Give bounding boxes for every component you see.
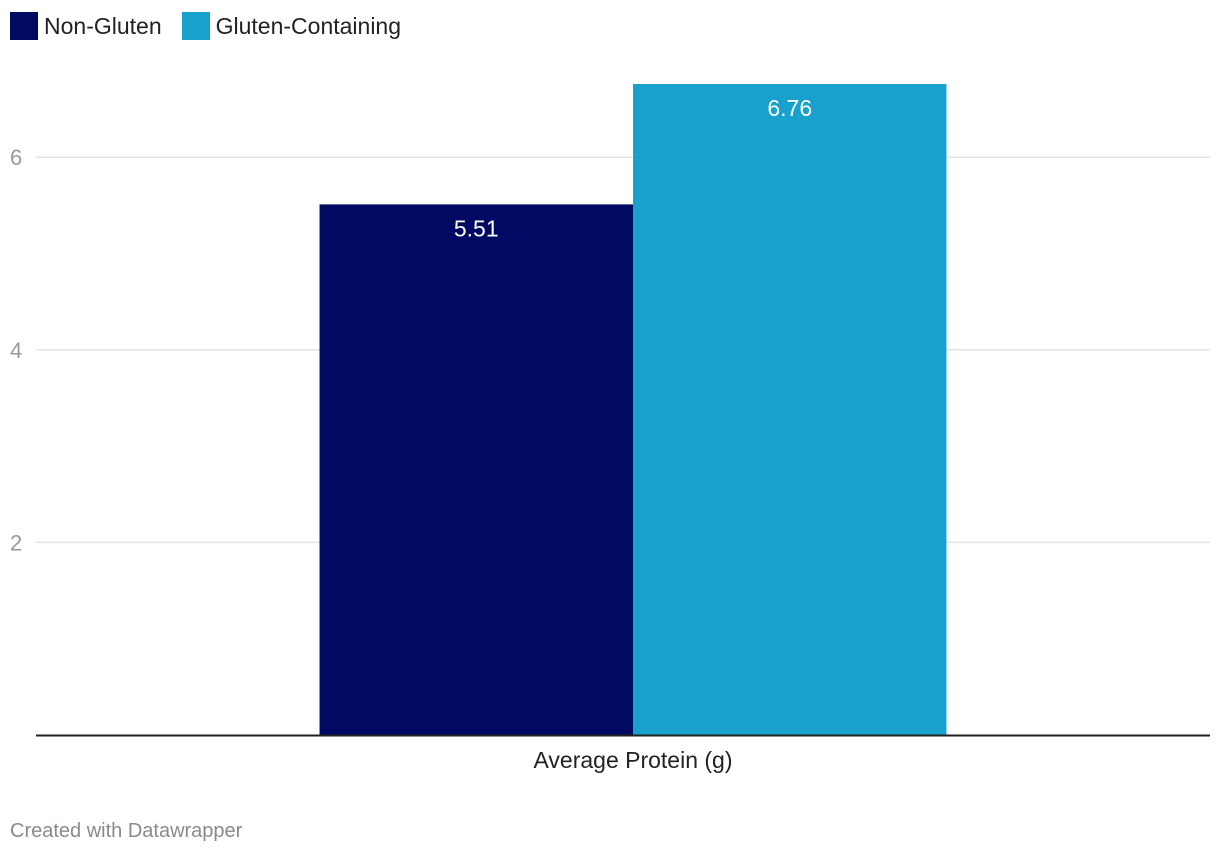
- credit-text: Created with Datawrapper: [10, 820, 243, 842]
- bars: 5.51 6.76: [319, 84, 947, 736]
- x-axis-category-labels: Average Protein (g): [533, 747, 732, 773]
- legend-swatch-gluten-containing: [181, 12, 210, 40]
- legend-swatch-non-gluten: [10, 12, 38, 40]
- legend-label-gluten-containing: Gluten-Containing: [215, 13, 402, 39]
- legend-item-gluten-containing: Gluten-Containing: [181, 12, 402, 40]
- y-tick-label-2: 2: [10, 530, 22, 555]
- bar-non-gluten: [319, 204, 633, 736]
- y-axis-ticks: 2 4 6: [10, 145, 22, 555]
- value-label-non-gluten: 5.51: [454, 215, 499, 241]
- value-label-gluten-containing: 6.76: [767, 95, 812, 121]
- bar-gluten-containing: [633, 84, 947, 735]
- chart-legend: Non-Gluten Gluten-Containing: [10, 12, 421, 40]
- legend-item-non-gluten: Non-Gluten: [10, 12, 162, 40]
- legend-label-non-gluten: Non-Gluten: [44, 13, 162, 39]
- y-tick-label-6: 6: [10, 145, 22, 170]
- y-tick-label-4: 4: [10, 338, 22, 363]
- x-category-label: Average Protein (g): [533, 747, 732, 773]
